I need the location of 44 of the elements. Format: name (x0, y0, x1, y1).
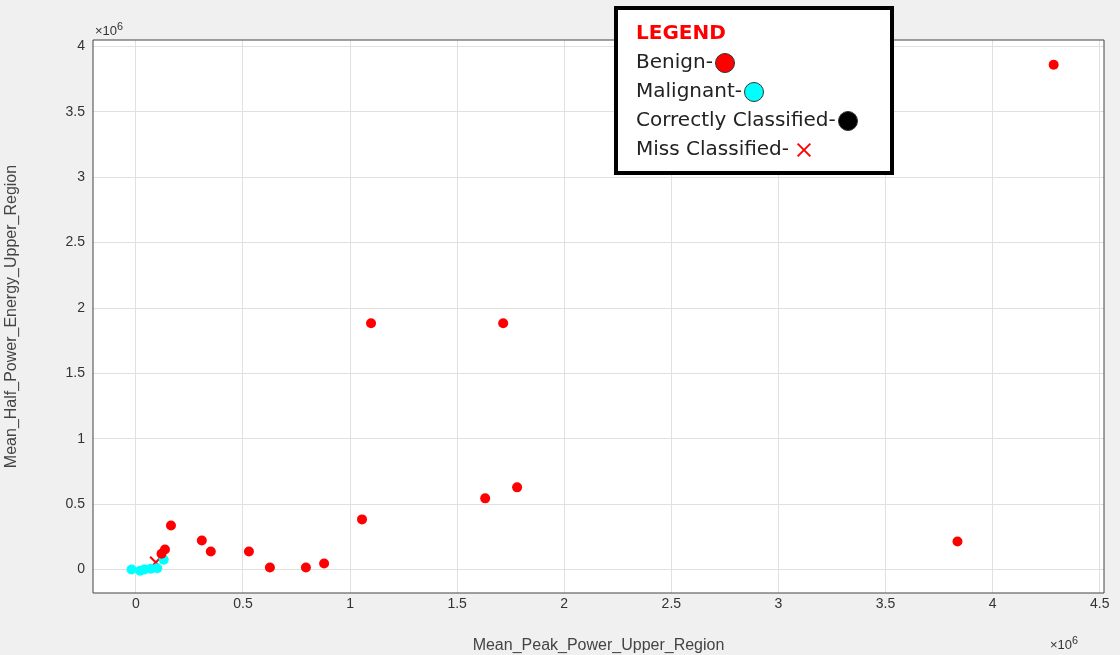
y-tick-label: 2.5 (65, 233, 86, 250)
x-tick-label: 2 (560, 595, 569, 612)
point (156, 548, 167, 559)
y-tick-label: 3.5 (65, 102, 86, 119)
x-tick-label: 0 (131, 595, 140, 612)
text: ×10$^{6}$ (1050, 634, 1079, 653)
annotation: Correctly Classified- (636, 106, 837, 133)
y-tick-label: 1.5 (65, 364, 86, 381)
point (357, 514, 368, 525)
point (196, 535, 207, 546)
point (512, 482, 523, 493)
x-tick-label: 4 (988, 595, 997, 612)
point (1048, 59, 1059, 70)
x-tick-label: 4.5 (1089, 595, 1110, 612)
x-tick-label: 3.5 (875, 595, 896, 612)
x-axis-title: Mean_Peak_Power_Upper_Region (472, 635, 725, 654)
point (152, 563, 163, 574)
x-tick-label: 1.5 (447, 595, 468, 612)
y-axis-title: Mean_Half_Power_Energy_Upper_Region (2, 164, 21, 469)
x-tick-label: 2.5 (661, 595, 682, 612)
y-tick-label: 0 (77, 560, 86, 577)
point (243, 546, 254, 557)
point (498, 318, 509, 329)
point (952, 536, 963, 547)
x-tick-label: 1 (346, 595, 355, 612)
x-tick-label: 3 (774, 595, 783, 612)
point (300, 562, 311, 573)
y-tick-label: 4 (77, 37, 86, 54)
point (165, 520, 176, 531)
legend-label: Benign- (636, 48, 714, 75)
legend-title: LEGEND (636, 19, 727, 46)
y-tick-label: 2 (77, 298, 86, 315)
point (480, 493, 491, 504)
x-tick-label: 0.5 (233, 595, 253, 612)
y-tick-label: 1 (77, 429, 86, 446)
y-tick-label: 0.5 (65, 494, 86, 511)
point (205, 546, 216, 557)
legend-label: Miss Classified- (636, 135, 790, 162)
legend-label: Malignant- (636, 77, 743, 104)
text: ×10$^{6}$ (95, 20, 124, 39)
y-tick-label: 3 (77, 168, 86, 185)
point (366, 318, 377, 329)
point (264, 562, 275, 573)
point (319, 558, 330, 569)
